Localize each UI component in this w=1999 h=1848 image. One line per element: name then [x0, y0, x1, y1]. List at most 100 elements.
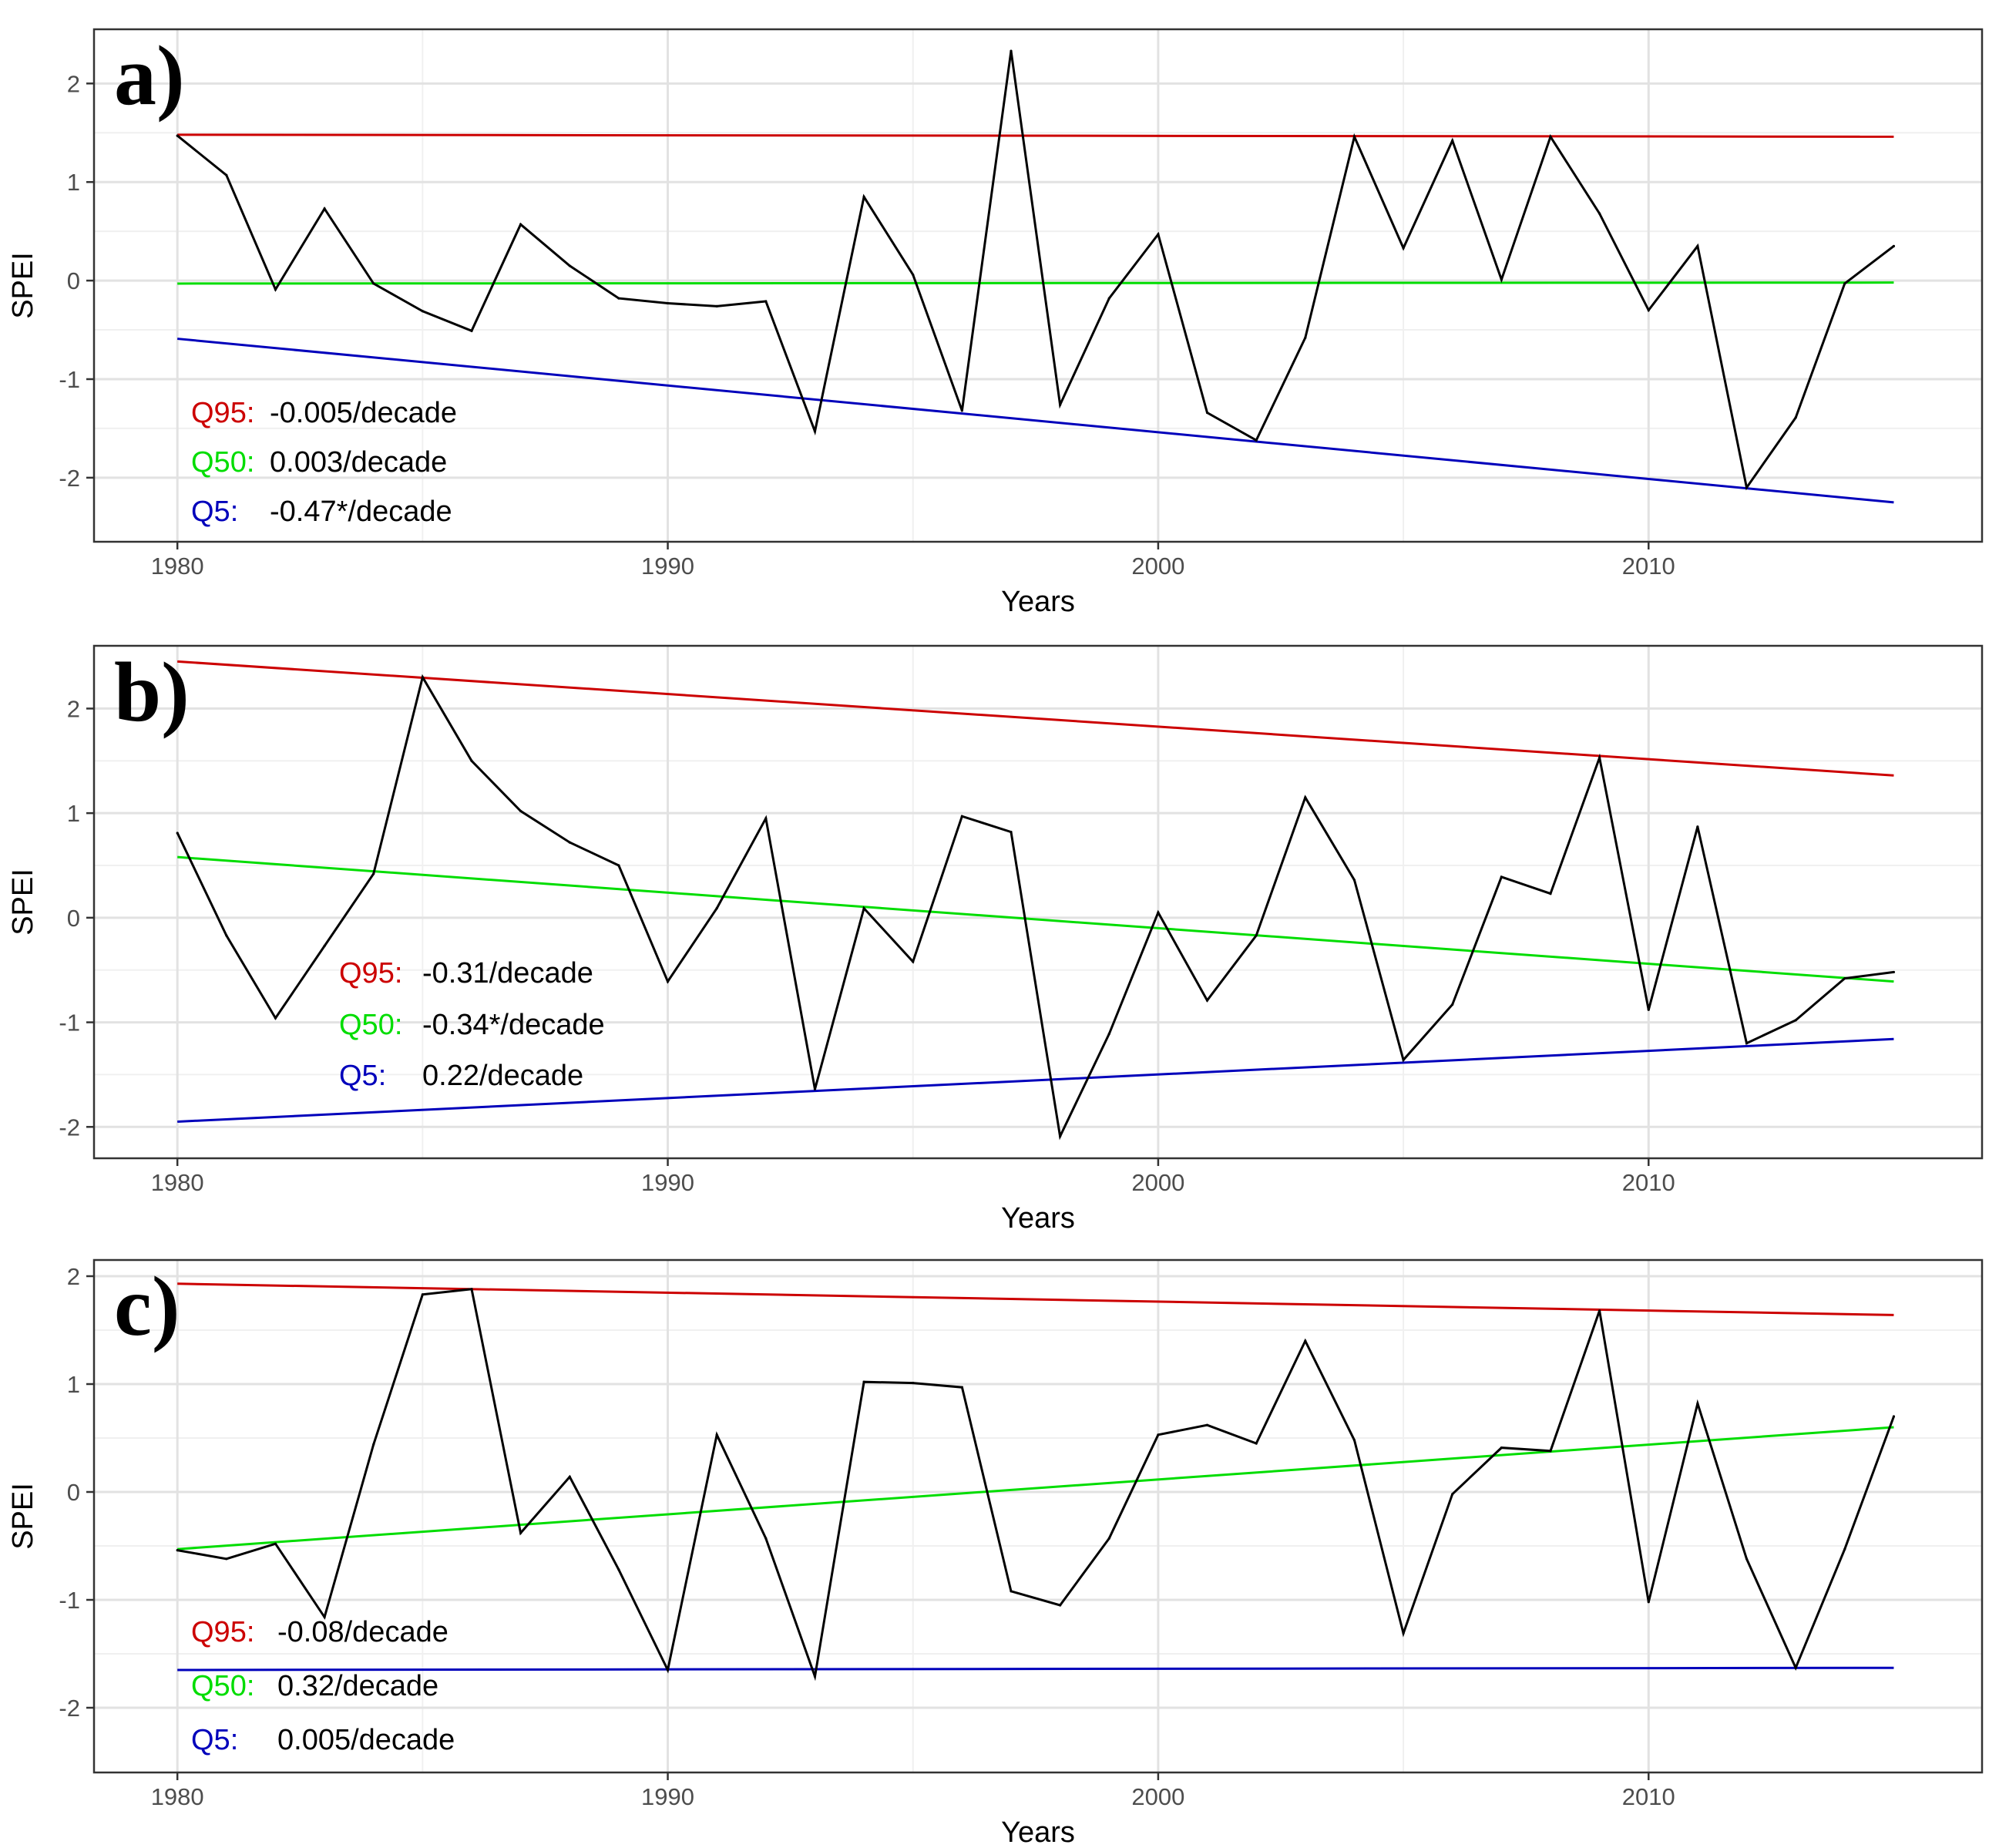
- spei-point: [176, 1549, 179, 1552]
- annotation-q5-name: Q5:: [191, 1724, 238, 1756]
- spei-point: [1843, 976, 1846, 980]
- panel-a: 1980 1990 2000 2010 -2 -1 0 1 2 Years SPEI a) Q95: -0…: [7, 28, 1984, 618]
- spei-point: [764, 300, 768, 303]
- trend-line-q5: [177, 338, 1894, 504]
- spei-point: [715, 1433, 718, 1436]
- spei-point: [176, 134, 179, 137]
- spei-point: [1745, 1042, 1749, 1045]
- spei-point: [617, 1568, 620, 1571]
- trend-line-q50: [177, 1426, 1894, 1551]
- spei-point: [1892, 1415, 1896, 1418]
- spei-point: [1205, 1423, 1209, 1426]
- spei-point: [1157, 1433, 1160, 1436]
- y-tick-label: 1: [67, 1371, 80, 1398]
- trend-line-q50: [177, 855, 1894, 983]
- annotation-q5-value: -0.47*/decade: [270, 496, 452, 528]
- spei-point: [1451, 1003, 1454, 1006]
- spei-point: [1598, 212, 1601, 215]
- y-tick-label: -2: [59, 465, 80, 492]
- spei-point: [1843, 1547, 1846, 1551]
- y-tick-label: 0: [67, 905, 80, 932]
- spei-point: [666, 1668, 670, 1672]
- spei-point: [1107, 297, 1110, 300]
- spei-point: [912, 273, 915, 277]
- spei-point: [568, 1475, 571, 1478]
- spei-point: [421, 1293, 424, 1296]
- y-tick-label: 2: [67, 1263, 80, 1290]
- y-tick-label: -2: [59, 1695, 80, 1722]
- x-tick-label: 2000: [1131, 1783, 1184, 1810]
- spei-point: [862, 195, 865, 199]
- spei-point: [1794, 1019, 1797, 1022]
- spei-point: [1107, 1032, 1110, 1036]
- x-axis-title: Years: [1001, 586, 1075, 618]
- spei-point: [1500, 1446, 1503, 1450]
- spei-point: [1059, 1134, 1062, 1138]
- spei-point: [1402, 1631, 1405, 1635]
- trend-line-q5: [177, 1666, 1894, 1672]
- y-axis-title: SPEI: [7, 252, 39, 319]
- spei-point: [323, 207, 326, 210]
- spei-series-line: [176, 50, 1895, 491]
- spei-point: [1255, 934, 1258, 937]
- spei-point: [274, 288, 277, 291]
- spei-point: [1304, 1339, 1307, 1342]
- spei-point: [715, 907, 718, 910]
- y-tick-label: -1: [59, 1587, 80, 1614]
- annotation-q50-name: Q50:: [339, 1009, 402, 1041]
- spei-point: [813, 1087, 817, 1091]
- x-tick-label: 1990: [641, 1169, 694, 1196]
- spei-point: [568, 841, 571, 844]
- x-tick-label: 2010: [1622, 553, 1675, 580]
- trend-line-q50: [177, 281, 1894, 285]
- y-tick-label: 2: [67, 695, 80, 722]
- panel-border: [92, 28, 1984, 543]
- spei-point: [274, 1542, 277, 1545]
- spei-point: [862, 1380, 865, 1383]
- spei-point: [1598, 1309, 1601, 1312]
- spei-point: [862, 907, 865, 910]
- spei-series-line: [176, 674, 1894, 1141]
- spei-point: [372, 872, 375, 875]
- spei-point: [1451, 139, 1454, 143]
- spei-point: [1402, 247, 1405, 250]
- spei-point: [1010, 830, 1013, 834]
- x-tick-label: 1980: [151, 553, 204, 580]
- panel-label: c): [114, 1259, 180, 1353]
- panel-label: a): [114, 29, 185, 123]
- annotation-q5-name: Q5:: [339, 1060, 386, 1092]
- spei-point: [1352, 1439, 1356, 1442]
- annotation-q50-name: Q50:: [191, 1670, 254, 1702]
- annotation-q95-name: Q95:: [339, 957, 402, 990]
- panel-border: [92, 1258, 1984, 1774]
- spei-point: [1500, 278, 1503, 281]
- x-axis-title: Years: [1001, 1816, 1075, 1848]
- trend-line-q5: [177, 1037, 1894, 1123]
- spei-point: [176, 832, 179, 835]
- annotation-q50-value: 0.32/decade: [277, 1670, 438, 1702]
- spei-point: [764, 817, 768, 820]
- y-axis-title: SPEI: [7, 1483, 39, 1550]
- y-tick-label: -1: [59, 366, 80, 393]
- spei-point: [1059, 403, 1062, 406]
- spei-point: [1696, 825, 1699, 828]
- spei-point: [813, 430, 817, 433]
- spei-point: [1843, 282, 1846, 285]
- x-tick-label: 1990: [641, 553, 694, 580]
- x-tick-label: 2010: [1622, 1783, 1675, 1810]
- y-tick-label: 2: [67, 70, 80, 97]
- spei-point: [1402, 1058, 1405, 1062]
- spei-point: [519, 223, 522, 226]
- spei-point: [519, 809, 522, 813]
- trend-line-q95: [177, 660, 1894, 777]
- x-tick-label: 2000: [1131, 553, 1184, 580]
- spei-point: [960, 815, 963, 818]
- x-tick-label: 2010: [1622, 1169, 1675, 1196]
- annotation-q95-value: -0.31/decade: [422, 957, 593, 990]
- spei-point: [1500, 875, 1503, 879]
- spei-point: [1647, 308, 1650, 312]
- spei-point: [1647, 1601, 1650, 1604]
- spei-point: [960, 1386, 963, 1389]
